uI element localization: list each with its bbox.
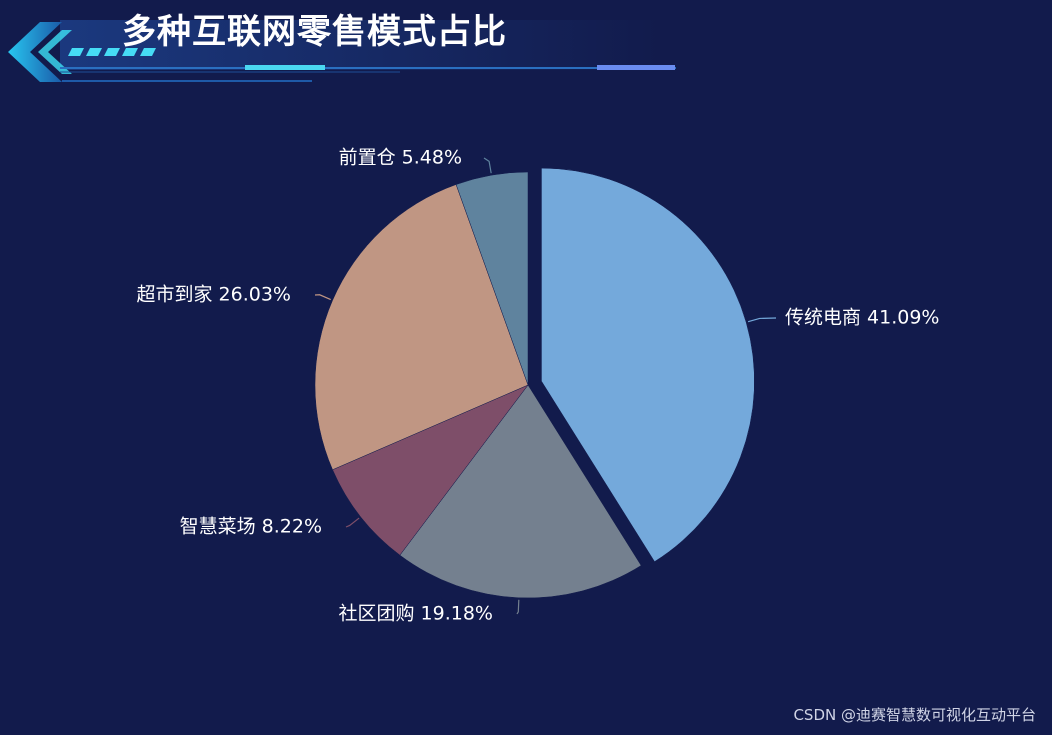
banner-decoration [8,20,676,82]
watermark: CSDN @迪赛智慧数可视化互动平台 [793,706,1036,724]
page-title: 多种互联网零售模式占比 [122,12,507,52]
chevron-left-icon [38,30,72,74]
leader-line-4 [483,157,492,174]
leader-line-0 [747,317,777,323]
pie-slice-2[interactable] [332,384,529,556]
chevron-left-icon [8,22,62,82]
slice-label-3: 超市到家 26.03% [137,284,292,306]
leader-line-2 [345,517,360,528]
pie-slice-3[interactable] [314,184,529,471]
slice-label-0: 传统电商 41.09% [785,307,940,329]
pie-slice-0[interactable] [541,167,755,562]
pie-slice-4[interactable] [455,171,529,386]
slice-label-2: 智慧菜场 8.22% [180,516,322,538]
pie-slice-1[interactable] [399,384,642,599]
leader-line-3 [314,294,331,301]
slice-label-4: 前置仓 5.48% [339,147,462,169]
leader-line-1 [516,599,520,615]
slice-label-1: 社区团购 19.18% [339,603,494,625]
title-banner: 多种互联网零售模式占比 [0,0,700,95]
